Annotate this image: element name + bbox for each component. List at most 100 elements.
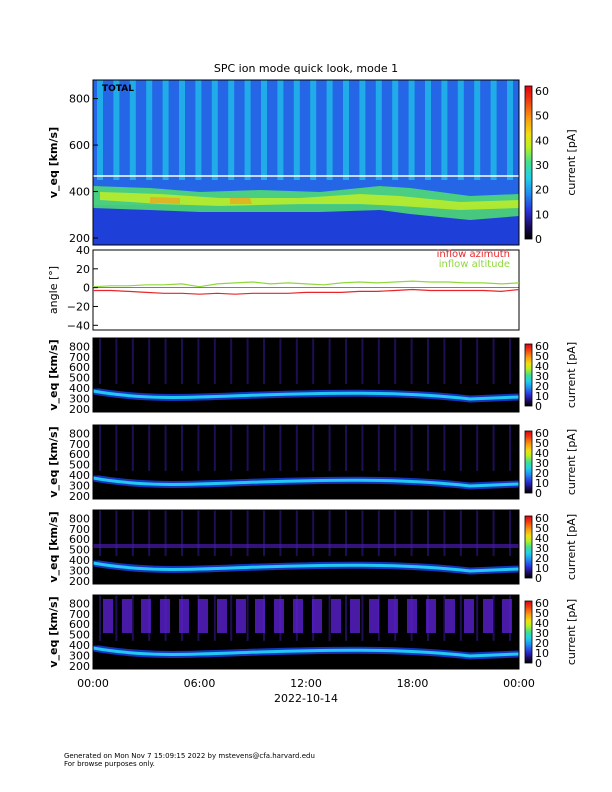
- spectrogram-streak: [361, 338, 364, 384]
- y-tick-label: 700: [69, 523, 90, 536]
- panel-total-stripe: [474, 80, 481, 180]
- spectrogram-streak: [476, 510, 479, 556]
- panel-total-stripe: [179, 80, 185, 180]
- spectrogram-streak: [230, 510, 233, 556]
- spectrogram-streak: [361, 510, 364, 556]
- spectrogram-streak: [279, 425, 282, 471]
- y-tick-label: 200: [69, 660, 90, 673]
- panel-total-stripe: [408, 80, 415, 180]
- panel-total-stripes: [97, 80, 513, 180]
- colorbar-tick-label: 60: [535, 597, 549, 610]
- spectrogram-streak: [148, 338, 151, 384]
- colorbar-label: current [pA]: [565, 599, 578, 665]
- spectrogram-panel: [92, 424, 520, 500]
- spectrogram-streak: [181, 510, 183, 556]
- spectrogram-block: [217, 599, 227, 633]
- spectrogram-streak: [115, 425, 118, 471]
- panel-total-stripe: [359, 80, 366, 180]
- spectrogram-block: [141, 599, 151, 633]
- colorbar-tick-label: 0: [535, 487, 542, 500]
- spectrogram-block: [160, 599, 170, 633]
- y-tick-label: 700: [69, 438, 90, 451]
- panel-total-stripe: [146, 80, 153, 180]
- spectrogram-streak: [328, 510, 331, 556]
- spectrogram-block: [426, 599, 436, 633]
- spectrogram-streak: [131, 510, 134, 556]
- colorbar-tick-label: 0: [535, 657, 542, 670]
- spectrogram-streak: [345, 510, 347, 556]
- y-tick-label: 20: [76, 263, 90, 276]
- colorbar-tick-label: 60: [535, 85, 549, 98]
- panel-total-stripe: [261, 80, 267, 180]
- spectrogram-streak: [345, 425, 347, 471]
- colorbar-tick-label: 30: [535, 370, 549, 383]
- y-tick-label: 400: [69, 639, 90, 652]
- y-tick-label: 600: [69, 361, 90, 374]
- spectrogram-streak: [213, 595, 216, 641]
- spectrogram-streak: [410, 338, 413, 384]
- colorbar-tick-label: 60: [535, 340, 549, 353]
- footer-disclaimer: For browse purposes only.: [64, 760, 155, 768]
- y-tick-label: 800: [69, 512, 90, 525]
- y-tick-label: 300: [69, 392, 90, 405]
- spectrogram-streak: [312, 338, 315, 384]
- spectrogram-streak: [99, 425, 101, 471]
- spectrogram-streak: [164, 338, 167, 384]
- y-axis-label: v_eq [km/s]: [47, 426, 60, 497]
- series-altitude-line: [92, 280, 520, 288]
- spectrogram-core: [92, 476, 520, 488]
- spectrogram-streak: [410, 510, 413, 556]
- y-tick-label: 300: [69, 564, 90, 577]
- spectrogram-streak: [476, 425, 479, 471]
- spectrogram-block: [464, 599, 474, 633]
- panel-total-stripe: [392, 80, 399, 180]
- spectrogram-streak: [492, 338, 495, 384]
- colorbar-tick-label: 50: [535, 522, 549, 535]
- y-tick-label: 600: [69, 618, 90, 631]
- colorbar-tick-label: 0: [535, 233, 542, 246]
- spectrogram-streak: [476, 595, 479, 641]
- spectrogram-streak: [377, 425, 380, 471]
- spectrogram-block: [350, 599, 360, 633]
- y-tick-label: 200: [69, 403, 90, 416]
- spectrogram-streak: [443, 510, 446, 556]
- colorbar-tick-label: 20: [535, 380, 549, 393]
- spectrogram-block: [445, 599, 455, 633]
- spectrogram-streak: [312, 425, 315, 471]
- panel-angle: inflow azimuth inflow altitude: [92, 249, 520, 331]
- spectrogram-streak: [492, 510, 495, 556]
- colorbar-tick-label: 40: [535, 134, 549, 147]
- spectrogram-streak: [148, 510, 151, 556]
- spectrogram-streak: [246, 595, 249, 641]
- spectrogram-block: [331, 599, 341, 633]
- y-tick-label: 700: [69, 351, 90, 364]
- colorbar: [524, 343, 533, 407]
- panel-total: TOTAL: [92, 79, 520, 246]
- spectrogram-streak: [394, 425, 397, 471]
- colorbar-tick-label: 50: [535, 607, 549, 620]
- colorbar-tick-label: 60: [535, 427, 549, 440]
- y-axis-label: v_eq [km/s]: [47, 511, 60, 582]
- spectrogram-streak: [459, 338, 462, 384]
- panel-total-stripe: [375, 80, 382, 180]
- spectrogram-streak: [443, 338, 446, 384]
- panel-total-stripe: [277, 80, 284, 180]
- colorbar-label: current [pA]: [565, 429, 578, 495]
- y-tick-label: 800: [69, 340, 90, 353]
- panel-total-stripe: [490, 80, 497, 180]
- spectrogram-streak: [230, 338, 233, 384]
- y-tick-label: −40: [67, 319, 90, 332]
- panel-total-stripe: [425, 80, 431, 180]
- y-tick-label: 600: [69, 139, 90, 152]
- spectrogram-block: [312, 599, 322, 633]
- colorbar-tick-label: 50: [535, 437, 549, 450]
- panel-total-stripe: [228, 80, 235, 180]
- spectrogram-streak: [263, 510, 265, 556]
- y-axis-label: angle [°]: [47, 266, 60, 314]
- spectrogram-streak: [427, 510, 429, 556]
- spectrogram-streak: [361, 425, 364, 471]
- spectrogram-streak: [361, 595, 364, 641]
- spectrogram-panel: [92, 509, 520, 585]
- x-tick-label: 00:00: [503, 677, 535, 690]
- spectrogram-streak: [328, 595, 331, 641]
